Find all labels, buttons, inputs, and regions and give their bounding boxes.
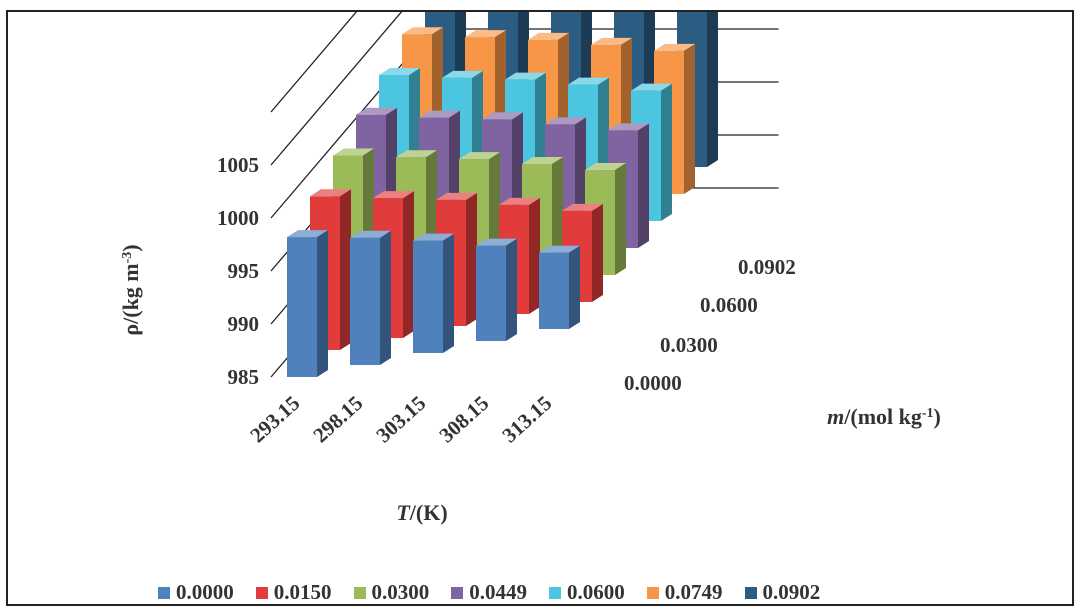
bar-front	[413, 240, 443, 353]
bar-top	[436, 192, 477, 200]
bar-top	[591, 37, 632, 45]
bar-top	[545, 117, 586, 125]
gridline-side	[270, 12, 358, 113]
bar-top	[356, 107, 397, 115]
legend-swatch	[549, 586, 561, 599]
bar-side	[592, 203, 603, 302]
bar-side	[615, 163, 626, 275]
bar-top	[402, 27, 443, 35]
legend-swatch	[451, 586, 464, 599]
x-tick-label: 308.15	[434, 391, 493, 447]
legend-item: 0.0300	[353, 580, 430, 605]
bar-top	[505, 72, 546, 80]
legend-label: 0.0749	[664, 580, 723, 604]
y-tick-label: 985	[228, 365, 260, 389]
bar-side	[380, 230, 391, 365]
bar-top	[413, 233, 454, 241]
bar-side	[661, 83, 672, 222]
bar-top	[476, 238, 517, 246]
bar-front	[539, 252, 569, 329]
bar-front	[287, 237, 317, 377]
bar-top	[459, 152, 500, 160]
bar-side	[529, 197, 540, 314]
legend-item: 0.0449	[451, 580, 527, 605]
y-tick-label: 1000	[217, 206, 259, 230]
bar-top	[499, 197, 540, 205]
bar-top	[287, 230, 328, 238]
bar	[476, 238, 517, 341]
bar-top	[373, 191, 414, 199]
bar-side	[466, 192, 477, 326]
y-axis-title: ρ/(kg m-3)	[118, 244, 143, 335]
legend-swatch	[646, 586, 659, 599]
bar-top	[528, 32, 569, 40]
legend-label: 0.0902	[762, 580, 821, 604]
legend-item: 0.0902	[744, 580, 821, 605]
bar-top	[442, 70, 483, 78]
y-tick-label: 995	[228, 259, 260, 283]
gridline-side	[270, 12, 403, 166]
legend-swatch	[353, 586, 366, 599]
bar-top	[350, 230, 391, 238]
bars	[287, 12, 718, 377]
legend-label: 0.0150	[273, 580, 332, 604]
x-tick-label: 298.15	[308, 391, 367, 447]
legend-item: 0.0150	[255, 580, 332, 605]
bar-top	[631, 83, 672, 91]
bar-top	[482, 112, 523, 120]
bar-side	[403, 191, 414, 338]
bar-top	[419, 110, 460, 118]
legend: 0.0000 0.0150 0.0300 0.0449 0.0600 0.0749 0.09…	[158, 580, 820, 605]
bar-top	[522, 157, 563, 165]
y-tick-label: 990	[228, 312, 260, 336]
bar-side	[638, 123, 649, 248]
bar-side	[569, 245, 580, 329]
legend-item: 0.0749	[646, 580, 723, 605]
bar-top	[396, 150, 437, 158]
bar-side	[684, 43, 695, 195]
bar-side	[317, 230, 328, 377]
bar-front	[476, 245, 506, 341]
legend-label: 0.0300	[371, 580, 430, 604]
legend-label: 0.0000	[176, 580, 234, 604]
legend-label: 0.0449	[469, 580, 527, 604]
chart-frame: 985 990 995 1000 1005 293.15 298.15 303.15 308.1…	[6, 10, 1074, 606]
depth-tick-label: 0.0902	[738, 255, 796, 279]
x-tick-label: 303.15	[371, 391, 430, 447]
x-axis-title: T/(K)	[396, 500, 447, 525]
depth-tick-label: 0.0300	[660, 333, 718, 357]
bar-top	[539, 245, 580, 253]
bar-front	[350, 237, 380, 365]
bar-top	[465, 30, 506, 38]
legend-swatch	[255, 586, 268, 599]
bar-top	[310, 189, 351, 197]
depth-axis-title: m/(mol kg-1)	[827, 404, 941, 429]
bar-top	[654, 43, 695, 51]
depth-tick-label: 0.0000	[624, 371, 682, 395]
bar-top	[379, 68, 420, 76]
bar-top	[562, 203, 603, 211]
bar-top	[333, 148, 374, 156]
legend-item: 0.0600	[549, 580, 625, 605]
bar	[350, 230, 391, 365]
depth-tick-label: 0.0600	[700, 293, 758, 317]
legend-item: 0.0000	[158, 580, 234, 605]
bar-top	[585, 163, 626, 171]
chart-plot: 985 990 995 1000 1005 293.15 298.15 303.15 308.1…	[118, 12, 941, 525]
bar-side	[707, 12, 718, 167]
bar-top	[608, 123, 649, 131]
bar	[287, 230, 328, 377]
legend-swatch	[744, 586, 757, 599]
legend-swatch	[158, 586, 170, 599]
bar-side	[443, 233, 454, 353]
bar	[413, 233, 454, 353]
x-tick-label: 293.15	[245, 391, 304, 447]
legend-label: 0.0600	[567, 580, 625, 604]
bar-side	[340, 189, 351, 350]
x-tick-label: 313.15	[497, 391, 556, 447]
bar	[539, 245, 580, 329]
bar-side	[506, 238, 517, 341]
y-tick-label: 1005	[217, 153, 259, 177]
bar-top	[568, 77, 609, 85]
